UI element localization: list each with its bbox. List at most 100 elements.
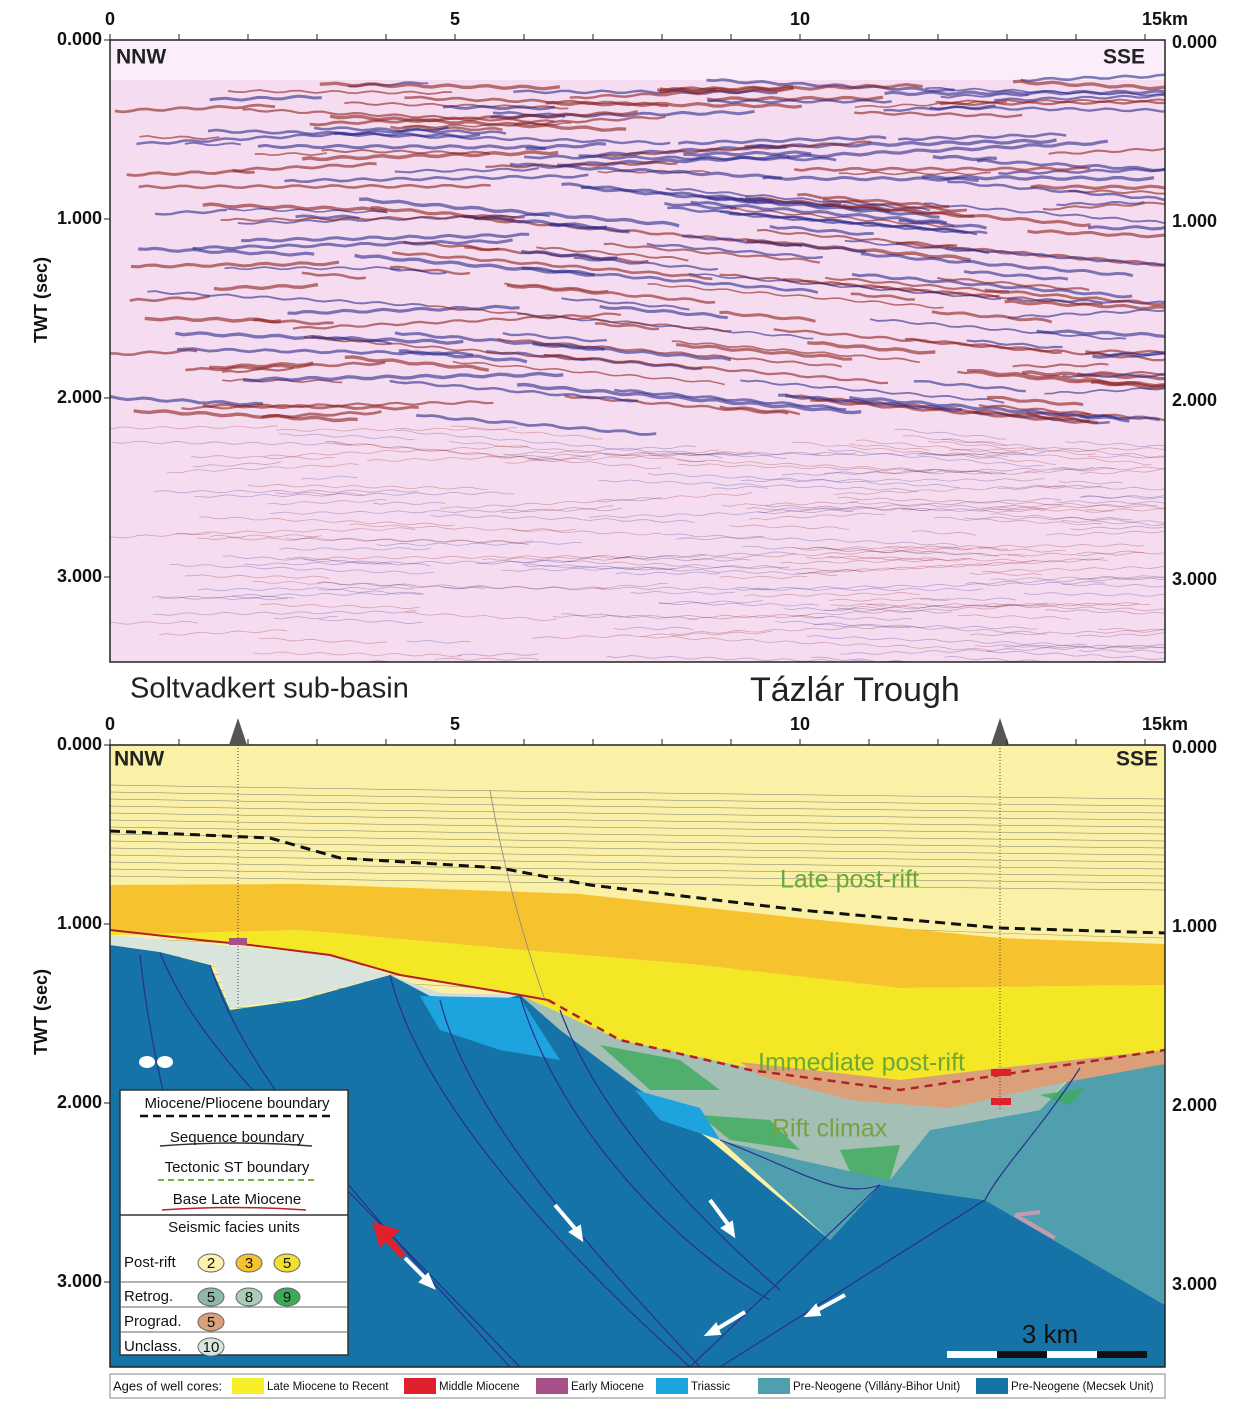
reflection xyxy=(1076,551,1165,557)
reflection xyxy=(735,587,984,592)
reflection xyxy=(485,160,678,169)
seismic-reflections xyxy=(110,73,1165,662)
reflection xyxy=(169,564,434,575)
reflection xyxy=(366,449,719,462)
reflection xyxy=(810,398,1099,425)
reflection xyxy=(779,557,973,565)
reflection xyxy=(202,202,387,213)
reflection xyxy=(184,141,241,147)
reflection xyxy=(553,614,826,619)
reflection xyxy=(677,459,1006,475)
reflection xyxy=(243,371,564,383)
reflection xyxy=(452,360,725,386)
reflection xyxy=(913,379,1026,393)
facies-unit-label: 9 xyxy=(283,1289,291,1306)
reflection xyxy=(824,470,881,475)
reflection xyxy=(729,524,850,530)
reflection xyxy=(441,586,770,591)
reflection xyxy=(300,475,357,480)
facies-row-label: Prograd. xyxy=(124,1313,182,1330)
reflection xyxy=(783,607,952,614)
reflection xyxy=(267,498,388,505)
reflection xyxy=(894,428,1007,440)
reflection xyxy=(849,395,1130,423)
reflection xyxy=(224,266,401,271)
reflection xyxy=(144,316,281,324)
reflection xyxy=(430,514,695,523)
unclassified-unit-10 xyxy=(390,975,520,1000)
reflection xyxy=(524,154,837,162)
reflection xyxy=(403,122,572,129)
reflection xyxy=(511,528,576,532)
reflection xyxy=(194,491,515,498)
legend: Miocene/Pliocene boundary Sequence bounda… xyxy=(120,1095,348,1357)
reflection xyxy=(667,206,988,235)
reflection xyxy=(969,572,1042,576)
reflection xyxy=(1077,370,1165,376)
reflection xyxy=(595,583,668,589)
reflection xyxy=(501,505,614,513)
reflection xyxy=(273,615,338,620)
reflection xyxy=(1062,373,1165,379)
reflection xyxy=(257,143,547,150)
facies-swatch xyxy=(197,1312,225,1332)
reflection xyxy=(275,491,364,496)
reflection xyxy=(844,239,990,255)
reflection xyxy=(573,256,718,271)
reflection xyxy=(524,564,837,576)
reflection xyxy=(828,597,949,602)
symbol xyxy=(139,1056,155,1068)
reflection xyxy=(904,468,993,475)
reflection xyxy=(1012,362,1109,369)
area-label: Tázlár Trough xyxy=(750,671,960,709)
reflection xyxy=(682,234,867,253)
reflection xyxy=(614,557,751,562)
well-core xyxy=(991,1098,1011,1105)
legend-label: Late Miocene to Recent xyxy=(267,1381,389,1393)
reflection xyxy=(774,620,1048,635)
reflection xyxy=(1024,466,1165,473)
reflection xyxy=(1042,201,1165,211)
reflection xyxy=(659,600,764,605)
reflection xyxy=(740,379,1005,404)
reflection xyxy=(242,108,555,124)
y-tick-label: 3.000 xyxy=(57,566,102,586)
reflection xyxy=(923,202,1165,225)
legend-label: Early Miocene xyxy=(571,1381,644,1393)
reflection xyxy=(1012,79,1165,91)
reflection xyxy=(787,139,1109,159)
reflection xyxy=(658,602,819,607)
reflection xyxy=(301,271,366,280)
reflection xyxy=(837,602,1150,610)
reflection xyxy=(878,471,1039,475)
reflection xyxy=(209,361,314,370)
legend-label: Middle Miocene xyxy=(439,1381,520,1393)
reflection xyxy=(416,413,657,436)
reflection xyxy=(152,610,417,616)
reflection xyxy=(232,162,377,173)
reflection xyxy=(359,197,680,228)
x-tick-label: 0 xyxy=(105,9,115,29)
reflection xyxy=(765,504,1014,513)
reflection xyxy=(707,98,892,104)
reflection xyxy=(536,246,689,262)
y-tick-label: 0.000 xyxy=(57,29,102,49)
reflection xyxy=(213,282,319,292)
reflection xyxy=(997,485,1102,490)
reflection xyxy=(319,81,561,91)
reflection xyxy=(321,148,490,155)
retrograde-unit-9 xyxy=(1040,1088,1085,1105)
reflection xyxy=(1088,576,1165,581)
facies-swatch xyxy=(197,1287,225,1307)
reflection xyxy=(797,192,950,209)
facies-swatch xyxy=(197,1337,225,1357)
reflection xyxy=(711,485,768,490)
reflection xyxy=(830,603,887,607)
reflection xyxy=(828,449,1045,467)
reflection xyxy=(303,558,392,565)
reflection xyxy=(828,555,1037,563)
legend-title: Seismic facies units xyxy=(168,1219,300,1236)
reflection xyxy=(986,650,1165,660)
scale-bar xyxy=(947,1351,1147,1358)
unit-label: Rift climax xyxy=(772,1115,888,1143)
